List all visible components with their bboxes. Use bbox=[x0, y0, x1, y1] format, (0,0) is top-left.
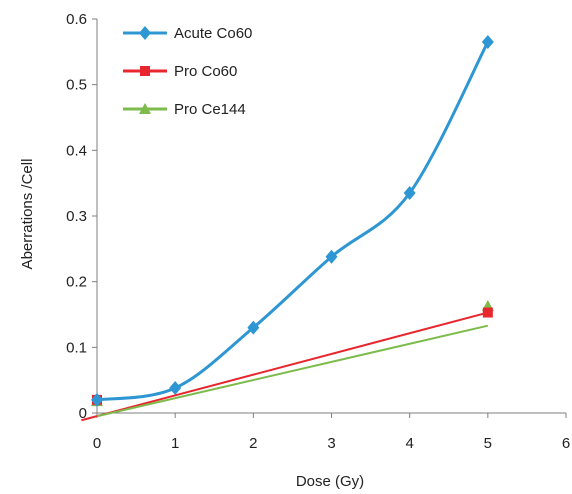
x-tick-label: 6 bbox=[562, 435, 570, 452]
data-point bbox=[483, 308, 493, 318]
data-point bbox=[169, 381, 181, 395]
legend-marker bbox=[139, 26, 151, 40]
x-tick-label: 2 bbox=[249, 435, 257, 452]
legend-label: Pro Ce144 bbox=[174, 101, 246, 118]
legend-item: Acute Co60 bbox=[123, 25, 252, 42]
x-tick-label: 1 bbox=[171, 435, 179, 452]
legend-label: Acute Co60 bbox=[174, 25, 252, 42]
legend-label: Pro Co60 bbox=[174, 63, 237, 80]
y-tick-label: 0.5 bbox=[66, 77, 87, 94]
series-acute-co60 bbox=[91, 35, 494, 407]
x-tick-label: 3 bbox=[327, 435, 335, 452]
legend: Acute Co60 Pro Co60 Pro Ce144 bbox=[123, 25, 252, 118]
legend-item: Pro Ce144 bbox=[123, 101, 246, 118]
series-pro-co60 bbox=[92, 308, 493, 405]
series bbox=[91, 35, 494, 407]
axes: 00.10.20.30.40.50.60 1 2 3 4 5 6 bbox=[66, 11, 570, 452]
y-axis-title: Aberrations /Cell bbox=[19, 159, 36, 270]
x-axis-title: Dose (Gy) bbox=[296, 473, 364, 490]
y-tick-label: 0.3 bbox=[66, 208, 87, 225]
legend-item: Pro Co60 bbox=[123, 63, 237, 80]
y-tick-label: 0.1 bbox=[66, 339, 87, 356]
legend-marker bbox=[140, 66, 150, 76]
data-point bbox=[482, 35, 494, 49]
x-tick-label: 5 bbox=[484, 435, 492, 452]
trendline-pro-co60 bbox=[81, 313, 487, 421]
y-tick-label: 0.2 bbox=[66, 274, 87, 291]
series-pro-ce144 bbox=[91, 300, 494, 406]
y-tick-label: 0.4 bbox=[66, 142, 87, 159]
trendline-pro-ce144 bbox=[97, 326, 488, 417]
x-tick-label: 0 bbox=[93, 435, 101, 452]
trendlines bbox=[81, 313, 487, 421]
x-tick-label: 4 bbox=[405, 435, 413, 452]
series-line bbox=[97, 42, 488, 400]
y-tick-label: 0.6 bbox=[66, 11, 87, 28]
